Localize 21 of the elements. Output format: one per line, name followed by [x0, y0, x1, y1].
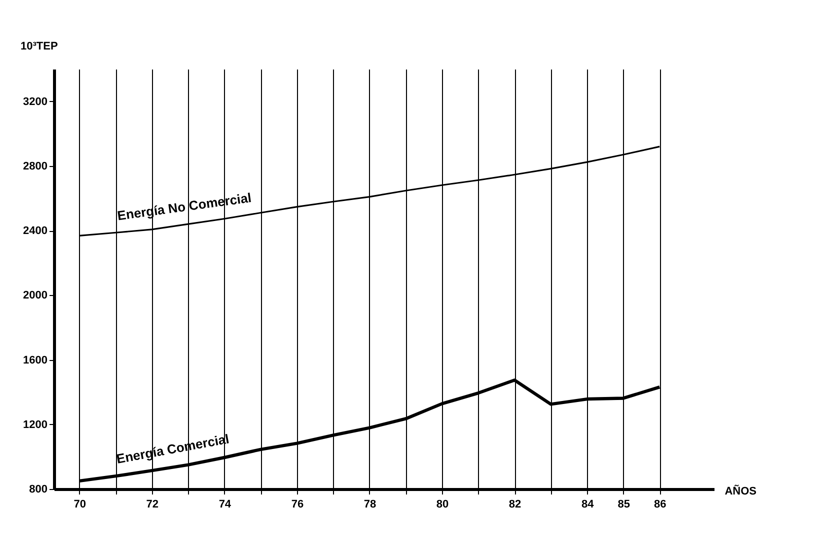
y-tick-label: 2400 — [23, 225, 48, 238]
x-tick-label: 78 — [364, 498, 376, 510]
y-tick-label: 1600 — [23, 354, 48, 366]
x-tick-label: 82 — [508, 498, 522, 510]
x-tick-label: 70 — [74, 498, 86, 510]
y-tick-label: 800 — [29, 484, 48, 496]
x-tick-label: 84 — [581, 498, 595, 510]
y-tick-label: 1200 — [23, 418, 48, 431]
x-tick-label: 76 — [291, 498, 304, 510]
x-tick-label: 86 — [654, 498, 666, 510]
text: Energía Comercial — [115, 431, 230, 466]
text: Energía No Comercial — [116, 190, 252, 224]
x-tick-label: 85 — [618, 498, 630, 510]
x-axis-title: AÑOS — [724, 484, 756, 498]
y-tick-label: 2000 — [23, 290, 48, 302]
x-tick-label: 80 — [436, 498, 449, 510]
y-tick-label: 2800 — [23, 160, 48, 172]
x-tick-label: 74 — [218, 498, 232, 510]
y-axis-title: 10³TEP — [20, 40, 58, 52]
x-tick-label: 72 — [146, 498, 159, 510]
y-tick-label: 3200 — [23, 96, 48, 108]
